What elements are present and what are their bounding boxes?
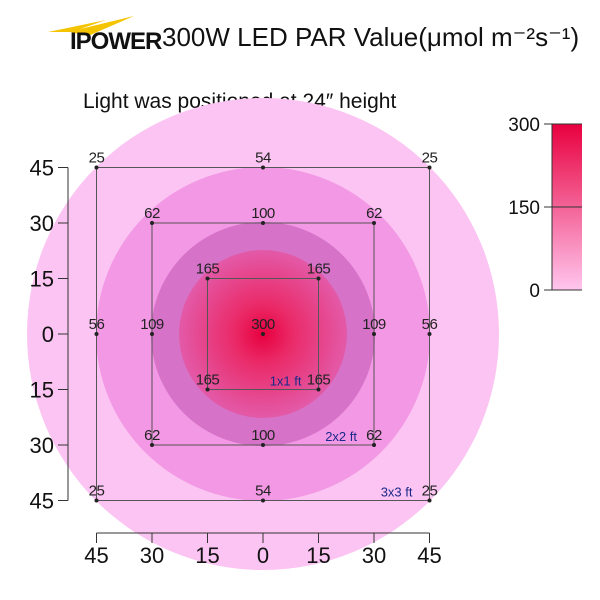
- measure-value-label: 56: [89, 316, 105, 333]
- measure-point: [372, 443, 376, 447]
- measure-point: [427, 165, 432, 170]
- measure-value-label: 165: [307, 372, 331, 389]
- measure-value-label: 56: [422, 316, 438, 333]
- measure-value-label: 54: [255, 150, 271, 167]
- measure-point: [427, 332, 432, 336]
- area-square-label: 2x2 ft: [325, 429, 357, 444]
- measure-point: [94, 332, 99, 336]
- x-tick-label: 0: [257, 543, 269, 568]
- measure-point: [261, 498, 265, 503]
- x-tick-label: 45: [84, 543, 108, 568]
- measure-point: [261, 443, 265, 447]
- measure-point: [427, 498, 432, 503]
- measure-point: [261, 332, 265, 336]
- area-square-label: 1x1 ft: [270, 374, 302, 389]
- measure-value-label: 300: [251, 316, 275, 333]
- x-tick-label: 15: [306, 543, 330, 568]
- y-tick-label: 15: [30, 267, 54, 292]
- measure-point: [150, 221, 154, 225]
- colorbar-tick-label: 150: [508, 198, 540, 219]
- measure-point: [372, 332, 376, 336]
- measure-value-label: 25: [89, 150, 105, 167]
- lightning-bolt-icon: [48, 16, 134, 36]
- measure-point: [205, 276, 210, 281]
- measure-point: [316, 387, 321, 392]
- colorbar-tick-label: 0: [529, 281, 540, 302]
- brand-name: IPOWER: [70, 28, 162, 55]
- y-tick-label: 45: [30, 489, 54, 514]
- measure-point: [261, 221, 265, 225]
- x-tick-label: 30: [362, 543, 386, 568]
- measure-value-label: 109: [140, 316, 164, 333]
- measure-value-label: 25: [422, 483, 438, 500]
- measure-point: [372, 221, 376, 225]
- measure-value-label: 25: [89, 483, 105, 500]
- measure-point: [94, 165, 99, 170]
- x-tick-label: 30: [140, 543, 164, 568]
- measure-value-label: 165: [307, 261, 331, 278]
- brand-logo: IPOWER: [44, 14, 162, 58]
- y-tick-label: 15: [30, 378, 54, 403]
- measure-point: [316, 276, 321, 281]
- measure-value-label: 62: [366, 427, 382, 444]
- measure-value-label: 25: [422, 150, 438, 167]
- y-tick-label: 45: [30, 156, 54, 181]
- measure-point: [261, 165, 265, 170]
- y-tick-label: 30: [30, 433, 54, 458]
- area-square: [207, 278, 319, 390]
- x-tick-label: 45: [417, 543, 441, 568]
- colorbar-tick-label: 300: [508, 115, 540, 136]
- x-tick-label: 15: [195, 543, 219, 568]
- measure-value-label: 165: [196, 261, 220, 278]
- measure-point: [205, 387, 210, 392]
- measure-value-label: 62: [144, 205, 160, 222]
- measure-value-label: 100: [251, 205, 275, 222]
- measure-value-label: 109: [362, 316, 386, 333]
- y-tick-label: 30: [30, 211, 54, 236]
- page-title: 300W LED PAR Value(μmol m⁻²s⁻¹): [162, 22, 580, 52]
- measure-value-label: 165: [196, 372, 220, 389]
- measure-value-label: 100: [251, 427, 275, 444]
- measure-point: [150, 443, 154, 447]
- measure-value-label: 62: [366, 205, 382, 222]
- measure-value-label: 62: [144, 427, 160, 444]
- measure-value-label: 54: [255, 483, 271, 500]
- measure-point: [150, 332, 154, 336]
- area-square-label: 3x3 ft: [381, 485, 413, 500]
- measure-point: [94, 498, 99, 503]
- y-tick-label: 0: [42, 322, 54, 347]
